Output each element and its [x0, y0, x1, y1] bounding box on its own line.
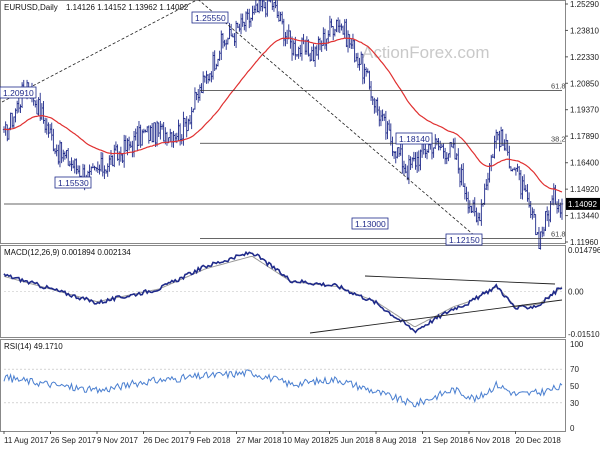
- x-tick-label: 10 May 2018: [283, 436, 330, 445]
- rsi-series-group: [3, 368, 563, 408]
- x-tick-label: 6 Nov 2018: [469, 436, 510, 445]
- price-y-tick-label: 1.16400: [570, 159, 599, 168]
- fib-level-label: 38.2: [551, 134, 566, 143]
- rsi-line: [3, 369, 563, 408]
- price-marker-box: [0, 86, 37, 99]
- price-y-tick-label: 1.20850: [570, 79, 599, 88]
- price-marker-box: [395, 132, 433, 145]
- price-y-tick-label: 1.11960: [570, 238, 599, 247]
- macd-trendline-lower: [309, 299, 563, 334]
- trendline-falling: [198, 0, 479, 239]
- price-y-tick-label: 1.17890: [570, 132, 599, 141]
- price-y-tick-label: 1.23810: [570, 26, 599, 35]
- price-marker-label: 1.20910: [3, 88, 34, 98]
- rsi-y-tick-label: 0: [570, 424, 575, 433]
- price-marker-box: [191, 11, 229, 24]
- x-tick-label: 26 Sep 2017: [51, 436, 97, 445]
- price-y-tick-label: 1.14920: [570, 185, 599, 194]
- price-marker-box: [351, 217, 389, 230]
- macd-signal-line: [3, 256, 563, 328]
- x-tick-label: 8 Aug 2018: [376, 436, 417, 445]
- price-marker-label: 1.15530: [58, 178, 89, 188]
- x-tick-label: 26 Dec 2017: [144, 436, 190, 445]
- watermark: ActionForex.com: [362, 43, 490, 62]
- annotations-group: 61.8 38.2 61.8 1.25550 1.20910 1.15530 1.18140…: [0, 0, 600, 246]
- macd-header: MACD(12,26,9) 0.001894 0.002134: [4, 248, 131, 257]
- current-price-tag: [566, 197, 600, 210]
- price-y-tick-label: 1.19370: [570, 106, 599, 115]
- fib-level-label: 61.8: [551, 230, 566, 239]
- rsi-panel-frame: [0, 339, 566, 432]
- price-y-tick-label: 1.22330: [570, 53, 599, 62]
- trendline-rising: [1, 0, 198, 103]
- x-tick-label: 27 Mar 2018: [237, 436, 282, 445]
- macd-line: [3, 250, 563, 334]
- macd-series-group: [3, 250, 563, 334]
- rsi-y-tick-label: 50: [570, 382, 579, 391]
- ema-line: [3, 37, 563, 193]
- macd-y-tick-label: 0.00: [568, 288, 584, 297]
- macd-trendline-upper: [364, 275, 556, 285]
- x-tick-label: 25 Jun 2018: [330, 436, 375, 445]
- rsi-y-tick-label: 70: [570, 365, 579, 374]
- x-tick-label: 11 Aug 2017: [4, 436, 49, 445]
- axes-group: 1.25290 1.23810 1.22330 1.20850 1.19370 1.178…: [3, 0, 600, 445]
- price-header-symbol: EURUSD,Daily: [4, 3, 58, 12]
- current-price-label: 1.14092: [568, 200, 597, 209]
- macd-y-tick-label: 0.014796: [568, 246, 600, 255]
- price-panel-frame: [0, 0, 566, 244]
- x-tick-label: 9 Nov 2017: [97, 436, 138, 445]
- macd-y-tick-label: -0.015107: [568, 330, 600, 339]
- price-header-ohlc: 1.14126 1.14152 1.13962 1.14092: [66, 3, 189, 12]
- price-marker-box: [54, 176, 92, 189]
- rsi-header: RSI(14) 49.1710: [4, 342, 63, 351]
- price-y-tick-label: 1.25290: [570, 0, 599, 9]
- rsi-y-tick-label: 100: [570, 340, 584, 349]
- price-marker-label: 1.13000: [355, 219, 386, 229]
- price-marker-label: 1.12150: [449, 235, 480, 245]
- price-series-group: [2, 0, 564, 250]
- rsi-y-tick-label: 30: [570, 399, 579, 408]
- x-tick-label: 20 Dec 2018: [516, 436, 562, 445]
- x-tick-label: 21 Sep 2018: [423, 436, 469, 445]
- price-marker-label: 1.25550: [195, 13, 226, 23]
- price-y-tick-label: 1.13440: [570, 212, 599, 221]
- fib-level-label: 61.8: [551, 82, 566, 91]
- price-marker-box: [445, 233, 483, 246]
- x-tick-label: 9 Feb 2018: [190, 436, 231, 445]
- macd-panel-frame: [0, 245, 566, 338]
- price-marker-label: 1.18140: [399, 134, 430, 144]
